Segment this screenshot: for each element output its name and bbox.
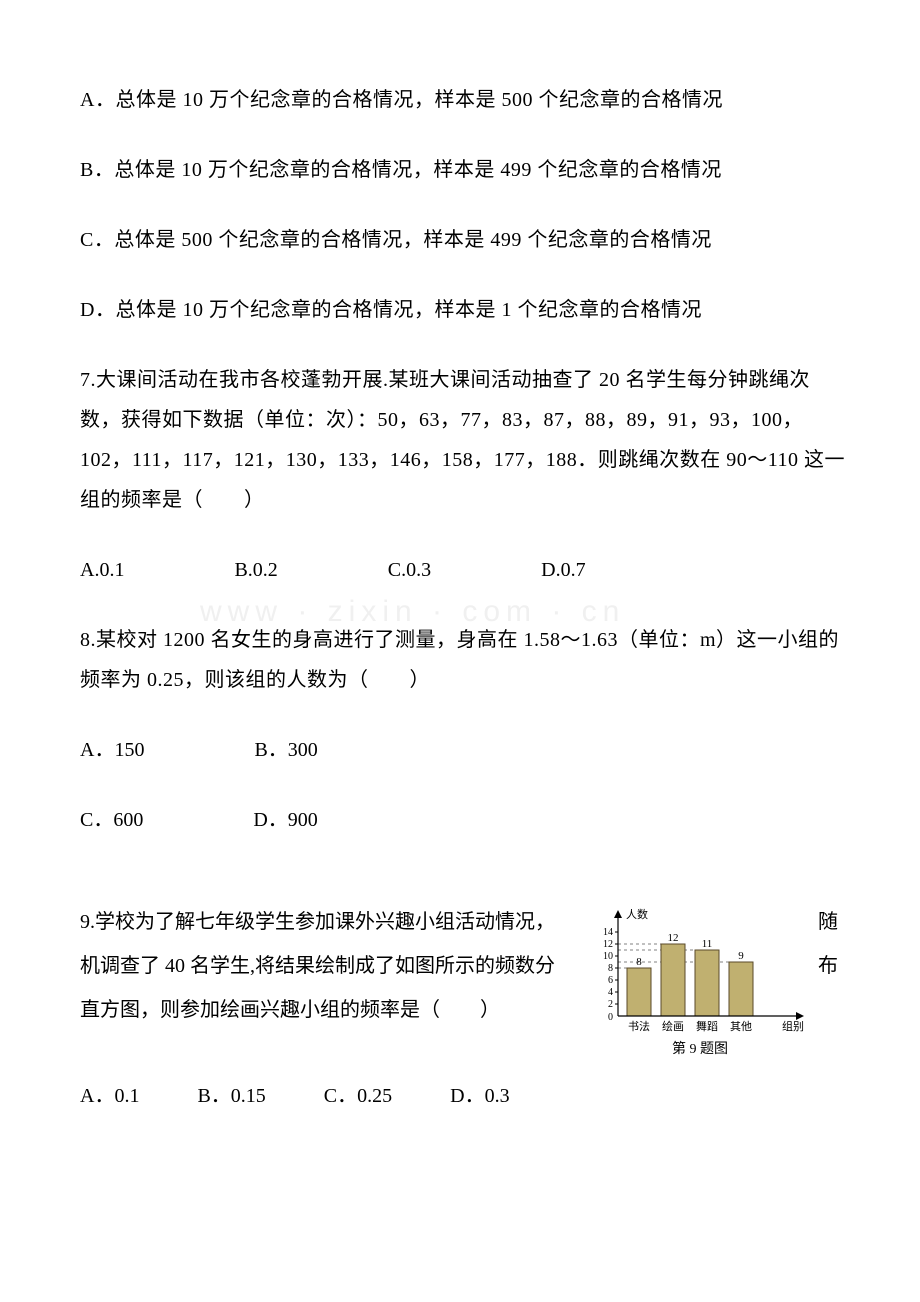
q8-choice-a: A．150	[80, 730, 144, 770]
svg-text:书法: 书法	[628, 1019, 650, 1033]
q9-choice-c: C．0.25	[324, 1076, 392, 1116]
q8-choices-line2: C．600 D．900	[80, 800, 850, 840]
q9-right-col: 随 布	[818, 900, 850, 988]
q8-choices-line1: A．150 B．300	[80, 730, 850, 770]
q9-choice-b: B．0.15	[197, 1076, 265, 1116]
q9-right-word-0: 随	[818, 900, 850, 944]
svg-text:12: 12	[668, 932, 679, 944]
svg-text:2: 2	[608, 999, 613, 1010]
q6-option-c: C．总体是 500 个纪念章的合格情况，样本是 499 个纪念章的合格情况	[80, 220, 850, 260]
q7-stem: 7.大课间活动在我市各校蓬勃开展.某班大课间活动抽查了 20 名学生每分钟跳绳次…	[80, 360, 850, 520]
q9-choice-a: A．0.1	[80, 1076, 139, 1116]
q7-choice-b: B.0.2	[234, 550, 277, 590]
q7-choices: A.0.1 B.0.2 C.0.3 D.0.7	[80, 550, 850, 590]
svg-text:14: 14	[603, 927, 613, 938]
svg-text:6: 6	[608, 975, 613, 986]
q9-bar-chart: 24681012148书法12绘画11舞蹈9其他人数组别0	[590, 906, 810, 1036]
svg-text:8: 8	[608, 963, 613, 974]
svg-text:4: 4	[608, 987, 613, 998]
q9-choice-d: D．0.3	[450, 1076, 509, 1116]
svg-text:人数: 人数	[626, 908, 648, 921]
svg-text:0: 0	[608, 1012, 613, 1023]
document-page: www · zixin · com · cn A．总体是 10 万个纪念章的合格…	[0, 0, 920, 1186]
q7-choice-c: C.0.3	[388, 550, 431, 590]
svg-text:舞蹈: 舞蹈	[696, 1020, 718, 1033]
svg-text:11: 11	[702, 938, 713, 950]
q7-choice-d: D.0.7	[541, 550, 585, 590]
svg-text:组别: 组别	[782, 1019, 804, 1033]
q9-right-word-1: 布	[818, 944, 850, 988]
q9-chart-box: 24681012148书法12绘画11舞蹈9其他人数组别0 第 9 题图	[590, 906, 810, 1058]
svg-text:9: 9	[738, 950, 744, 962]
q6-option-a: A．总体是 10 万个纪念章的合格情况，样本是 500 个纪念章的合格情况	[80, 80, 850, 120]
q8-choice-b: B．300	[254, 730, 317, 770]
svg-text:8: 8	[636, 956, 642, 968]
svg-text:绘画: 绘画	[662, 1019, 684, 1033]
q7-choice-a: A.0.1	[80, 550, 124, 590]
q9-chart-caption: 第 9 题图	[590, 1038, 810, 1058]
q8-stem: 8.某校对 1200 名女生的身高进行了测量，身高在 1.58～1.63（单位：…	[80, 620, 850, 700]
q9-choices: A．0.1 B．0.15 C．0.25 D．0.3	[80, 1076, 850, 1116]
svg-text:10: 10	[603, 951, 613, 962]
q8-choice-c: C．600	[80, 800, 143, 840]
q6-option-d: D．总体是 10 万个纪念章的合格情况，样本是 1 个纪念章的合格情况	[80, 290, 850, 330]
q8-choice-d: D．900	[253, 800, 317, 840]
svg-text:其他: 其他	[730, 1020, 752, 1033]
q9-stem: 9.学校为了解七年级学生参加课外兴趣小组活动情况， 机调查了 40 名学生,将结…	[80, 900, 582, 1032]
svg-text:12: 12	[603, 939, 613, 950]
q6-option-b: B．总体是 10 万个纪念章的合格情况，样本是 499 个纪念章的合格情况	[80, 150, 850, 190]
q9-row: 9.学校为了解七年级学生参加课外兴趣小组活动情况， 机调查了 40 名学生,将结…	[80, 900, 850, 1058]
